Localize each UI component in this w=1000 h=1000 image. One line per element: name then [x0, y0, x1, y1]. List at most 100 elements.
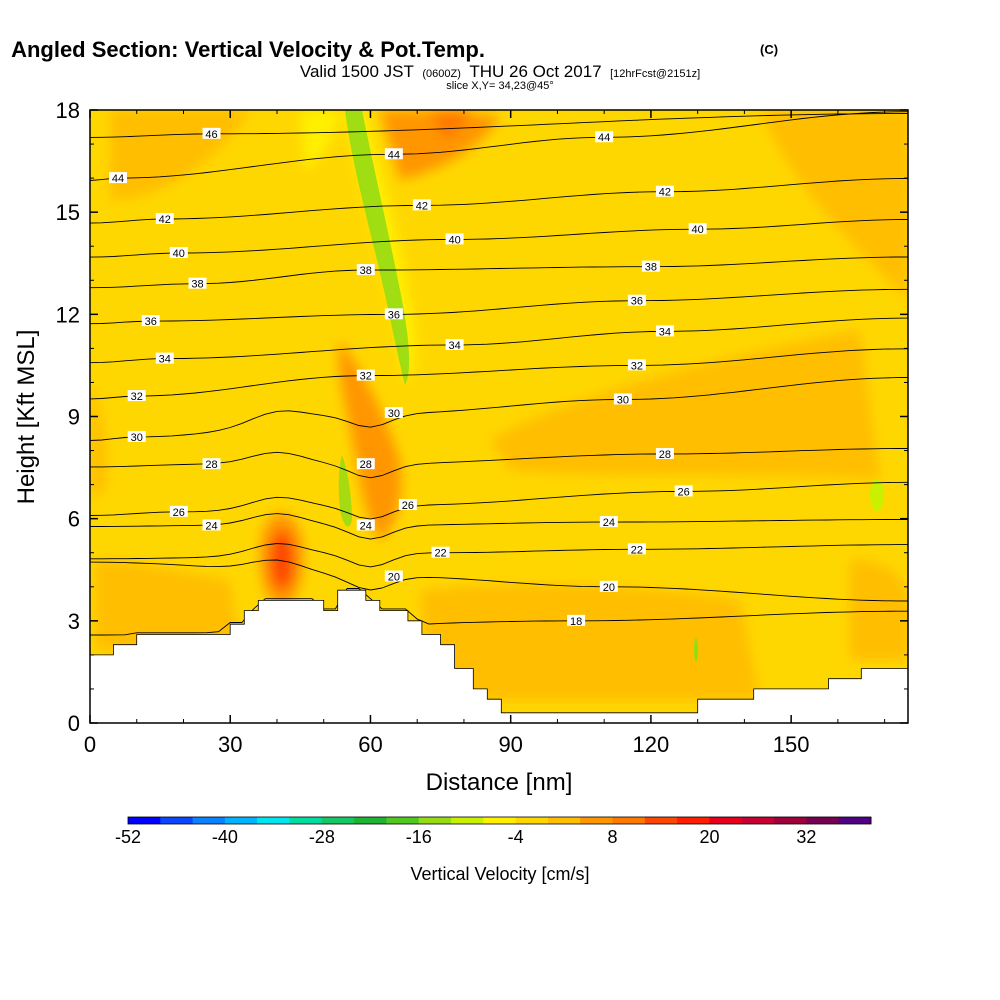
contour-label-bg — [202, 458, 221, 470]
colorbar-swatch — [354, 817, 387, 824]
contour-label-bg — [595, 131, 614, 143]
isentrope-20 — [90, 559, 908, 602]
y-tick-label: 18 — [56, 98, 80, 123]
field-region-updraft-max — [270, 530, 294, 590]
contour-label-bg — [599, 580, 618, 592]
contour-label: 36 — [145, 316, 157, 328]
colorbar-tick-label: -28 — [309, 827, 335, 847]
contour-label-bg — [356, 264, 375, 276]
contour-label-bg — [109, 172, 128, 184]
field-region-upper-yellow — [300, 110, 340, 170]
contour-label-bg — [627, 359, 646, 371]
contour-label-bg — [155, 352, 174, 364]
terrain-mask — [90, 589, 908, 723]
contour-labels: 46 44 44 44 42 42 42 40 40 40 38 38 38 36 36 36 34 34 34 32… — [109, 127, 707, 628]
colorbar-swatch — [483, 817, 517, 824]
colorbar-swatch — [806, 817, 840, 824]
y-tick-label: 12 — [56, 302, 80, 327]
contour-label-bg — [384, 407, 403, 419]
contour-label: 28 — [205, 459, 217, 471]
contour-label-bg — [356, 519, 375, 531]
x-tick-label: 90 — [498, 732, 522, 757]
colorbar-swatch — [580, 817, 614, 824]
contour-label: 38 — [645, 262, 657, 274]
isentrope-44 — [90, 111, 908, 181]
colorbar: -52 -40 -28 -16 -4 8 20 32 — [115, 816, 872, 847]
contour-label-bg — [141, 315, 160, 327]
contour-label: 30 — [131, 432, 143, 444]
valid-utc: (0600Z) — [422, 68, 461, 80]
contour-label: 24 — [205, 520, 217, 532]
contour-label: 32 — [360, 371, 372, 383]
contour-label-bg — [688, 223, 707, 235]
colorbar-swatch — [451, 817, 484, 824]
contour-label: 38 — [191, 279, 203, 291]
colorbar-tick-label: -52 — [115, 827, 141, 847]
isentrope-32 — [90, 348, 908, 400]
isentrope-22 — [90, 543, 908, 568]
isentrope-38 — [90, 256, 908, 289]
contour-label-bg — [384, 308, 403, 320]
field-region-small-green — [694, 638, 698, 662]
isentrope-34 — [90, 317, 908, 364]
field-region-upper-red — [430, 110, 470, 140]
colorbar-tick-label: -40 — [212, 827, 238, 847]
contour-label-bg — [431, 546, 450, 558]
y-tick-label: 9 — [68, 405, 80, 430]
chart-title-unit: (C) — [760, 42, 778, 57]
colorbar-swatch — [160, 817, 194, 824]
isentrope-46 — [90, 113, 908, 138]
colorbar-swatch — [386, 817, 420, 824]
colorbar-swatch — [612, 817, 646, 824]
contour-label: 40 — [692, 224, 704, 236]
colorbar-tick-label: 8 — [608, 827, 618, 847]
contour-label-bg — [599, 516, 618, 528]
colorbar-swatch — [547, 817, 581, 824]
contour-label: 42 — [416, 200, 428, 212]
contour-label-bg — [155, 212, 174, 224]
contour-label-bg — [169, 505, 188, 517]
contour-label-bg — [188, 277, 207, 289]
y-tick-label: 6 — [68, 507, 80, 532]
contour-label: 28 — [360, 459, 372, 471]
contour-label-bg — [202, 127, 221, 139]
colorbar-swatch — [128, 817, 161, 824]
field-region-right-lower — [420, 584, 760, 700]
slice-info: slice X,Y= 34,23@45° — [446, 80, 554, 92]
contour-label: 20 — [603, 582, 615, 594]
contour-label-bg — [398, 499, 417, 511]
vertical-velocity-field: 46 44 44 44 42 42 42 40 40 40 38 38 38 36 36 36 34 34 34 32… — [90, 110, 908, 723]
contour-label-bg — [567, 614, 586, 626]
contour-label-bg — [127, 390, 146, 402]
colorbar-tick-label: -4 — [508, 827, 524, 847]
isentrope-36 — [90, 288, 908, 325]
isentrope-26 — [90, 481, 908, 520]
contour-label: 44 — [112, 173, 124, 185]
contour-label: 40 — [448, 234, 460, 246]
x-axis-title: Distance [nm] — [426, 769, 573, 796]
chart-title: Angled Section: Vertical Velocity & Pot.… — [11, 37, 485, 62]
contour-label: 26 — [678, 486, 690, 498]
contour-label: 34 — [448, 340, 460, 352]
contour-label-bg — [627, 294, 646, 306]
contour-label-bg — [202, 519, 221, 531]
field-region-right-edge — [850, 560, 908, 660]
contour-label-bg — [655, 447, 674, 459]
contour-label: 22 — [631, 544, 643, 556]
contour-label: 40 — [173, 248, 185, 260]
colorbar-swatch — [644, 817, 678, 824]
contour-label-bg — [412, 199, 431, 211]
contour-label: 44 — [598, 132, 610, 144]
contour-label-bg — [445, 233, 464, 245]
contour-label: 44 — [388, 149, 400, 161]
contour-label: 22 — [434, 548, 446, 560]
contour-label: 18 — [570, 616, 582, 628]
contour-label: 30 — [617, 394, 629, 406]
contour-label-bg — [384, 570, 403, 582]
contour-label: 36 — [388, 309, 400, 321]
contour-label-bg — [356, 369, 375, 381]
x-tick-label: 30 — [218, 732, 242, 757]
forecast-info: [12hrFcst@2151z] — [610, 68, 700, 80]
